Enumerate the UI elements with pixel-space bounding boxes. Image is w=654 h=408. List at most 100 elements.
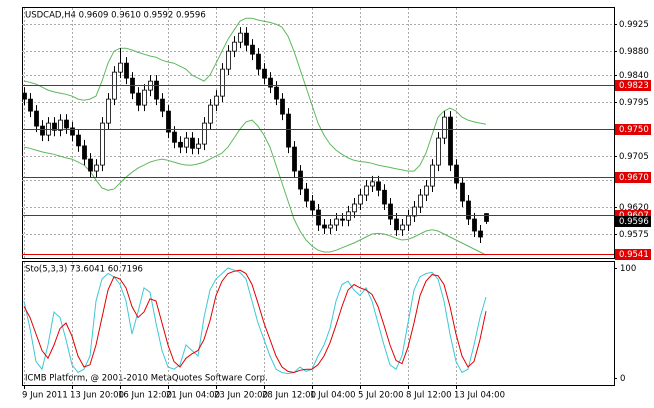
last-price-label: 0.9596 bbox=[619, 217, 649, 227]
candle-body bbox=[334, 218, 339, 226]
y-tick-label: 0.9925 bbox=[619, 20, 649, 30]
candle-body bbox=[160, 98, 165, 112]
candle-body bbox=[304, 188, 309, 202]
candle-body bbox=[298, 170, 303, 190]
y-tick-label: 0.9840 bbox=[619, 71, 649, 81]
candle-body bbox=[88, 158, 93, 172]
candle-body bbox=[346, 211, 351, 221]
candle-body bbox=[82, 145, 87, 160]
candle-body bbox=[220, 68, 225, 97]
candle-body bbox=[34, 110, 39, 127]
candle-body bbox=[190, 137, 195, 149]
candle-body bbox=[214, 95, 219, 106]
candle-body bbox=[472, 218, 477, 232]
copyright: ICMB Platform, @ 2001-2010 MetaQuotes So… bbox=[25, 374, 268, 384]
candle-body bbox=[316, 209, 321, 226]
candle-body bbox=[310, 200, 315, 211]
level-label: 0.9541 bbox=[619, 250, 649, 260]
level-label-box bbox=[615, 172, 651, 183]
x-tick-label: 1 Jul 04:00 bbox=[310, 391, 356, 401]
candle-body bbox=[430, 164, 435, 187]
candle-body bbox=[280, 98, 285, 115]
x-tick-label: 5 Jul 20:00 bbox=[358, 391, 404, 401]
candle-body bbox=[400, 224, 405, 231]
candle-body bbox=[58, 119, 63, 131]
candle-body bbox=[454, 164, 459, 184]
candle-body bbox=[250, 44, 255, 55]
y-tick-label: 0 bbox=[620, 374, 625, 384]
y-tick-label: 0.9620 bbox=[619, 203, 649, 213]
candle-body bbox=[322, 224, 327, 229]
candle-body bbox=[196, 143, 201, 149]
candle-body bbox=[382, 189, 387, 205]
candle-body bbox=[466, 200, 471, 220]
candle-body bbox=[484, 213, 489, 222]
candle-body bbox=[442, 116, 447, 139]
candle-body bbox=[202, 122, 207, 145]
candle-body bbox=[394, 218, 399, 231]
candle-body bbox=[172, 131, 177, 143]
candle-body bbox=[100, 122, 105, 166]
indicator-line bbox=[23, 269, 487, 374]
candle-body bbox=[370, 181, 375, 187]
candle-body bbox=[424, 185, 429, 196]
x-tick-label: 21 Jun 04:00 bbox=[166, 391, 220, 401]
candle-body bbox=[328, 224, 333, 229]
candle-body bbox=[226, 50, 231, 70]
level-label-box bbox=[615, 124, 651, 135]
candle-body bbox=[412, 206, 417, 217]
x-tick-label: 16 Jun 12:00 bbox=[118, 391, 172, 401]
y-tick-label: 0.9795 bbox=[619, 98, 649, 108]
candle-body bbox=[28, 98, 33, 112]
candle-body bbox=[262, 68, 267, 79]
level-label-box bbox=[615, 210, 651, 221]
sub-panel-frame bbox=[22, 261, 615, 386]
candle-body bbox=[256, 53, 261, 70]
level-label: 0.9823 bbox=[619, 81, 649, 91]
candle-body bbox=[166, 110, 171, 133]
y-tick-label: 0.9575 bbox=[619, 230, 649, 240]
y-tick-label: 100 bbox=[620, 264, 636, 274]
y-tick-label: 0.9705 bbox=[619, 152, 649, 162]
candle-body bbox=[274, 86, 279, 100]
bollinger-band bbox=[23, 17, 487, 172]
x-tick-label: 9 Jun 2011 bbox=[22, 391, 68, 401]
x-tick-label: 13 Jun 20:00 bbox=[70, 391, 124, 401]
candle-body bbox=[136, 92, 141, 106]
candle-body bbox=[352, 203, 357, 213]
x-tick-label: 8 Jul 12:00 bbox=[406, 391, 452, 401]
candle-body bbox=[376, 181, 381, 191]
candle-body bbox=[238, 32, 243, 43]
candle-body bbox=[142, 89, 147, 106]
indicator-title: Sto(5,3,3) 73.6041 60.7196 bbox=[25, 265, 143, 275]
level-label: 0.9670 bbox=[619, 173, 649, 183]
candle-body bbox=[388, 203, 393, 220]
candle-body bbox=[22, 92, 27, 100]
candle-body bbox=[340, 218, 345, 221]
candle-body bbox=[178, 141, 183, 148]
candle-body bbox=[436, 137, 441, 166]
candle-body bbox=[124, 62, 129, 79]
bollinger-band bbox=[23, 119, 487, 256]
candle-body bbox=[292, 146, 297, 172]
x-tick-label: 28 Jun 12:00 bbox=[262, 391, 316, 401]
indicator-line bbox=[23, 267, 487, 375]
chart-title: USDCAD,H4 0.9609 0.9610 0.9592 0.9596 bbox=[25, 11, 206, 21]
x-tick-label: 13 Jul 04:00 bbox=[454, 391, 505, 401]
level-label-box bbox=[615, 249, 651, 260]
candle-body bbox=[460, 182, 465, 202]
candle-body bbox=[154, 80, 159, 100]
candle-body bbox=[40, 125, 45, 136]
candle-body bbox=[244, 32, 249, 46]
candle-body bbox=[184, 137, 189, 148]
candle-body bbox=[52, 122, 57, 131]
candle-body bbox=[208, 104, 213, 124]
candle-body bbox=[478, 230, 483, 238]
candle-body bbox=[406, 215, 411, 226]
candle-body bbox=[286, 113, 291, 148]
candle-body bbox=[70, 127, 75, 136]
candle-body bbox=[268, 77, 273, 88]
candle-body bbox=[106, 98, 111, 124]
candle-body bbox=[364, 185, 369, 196]
